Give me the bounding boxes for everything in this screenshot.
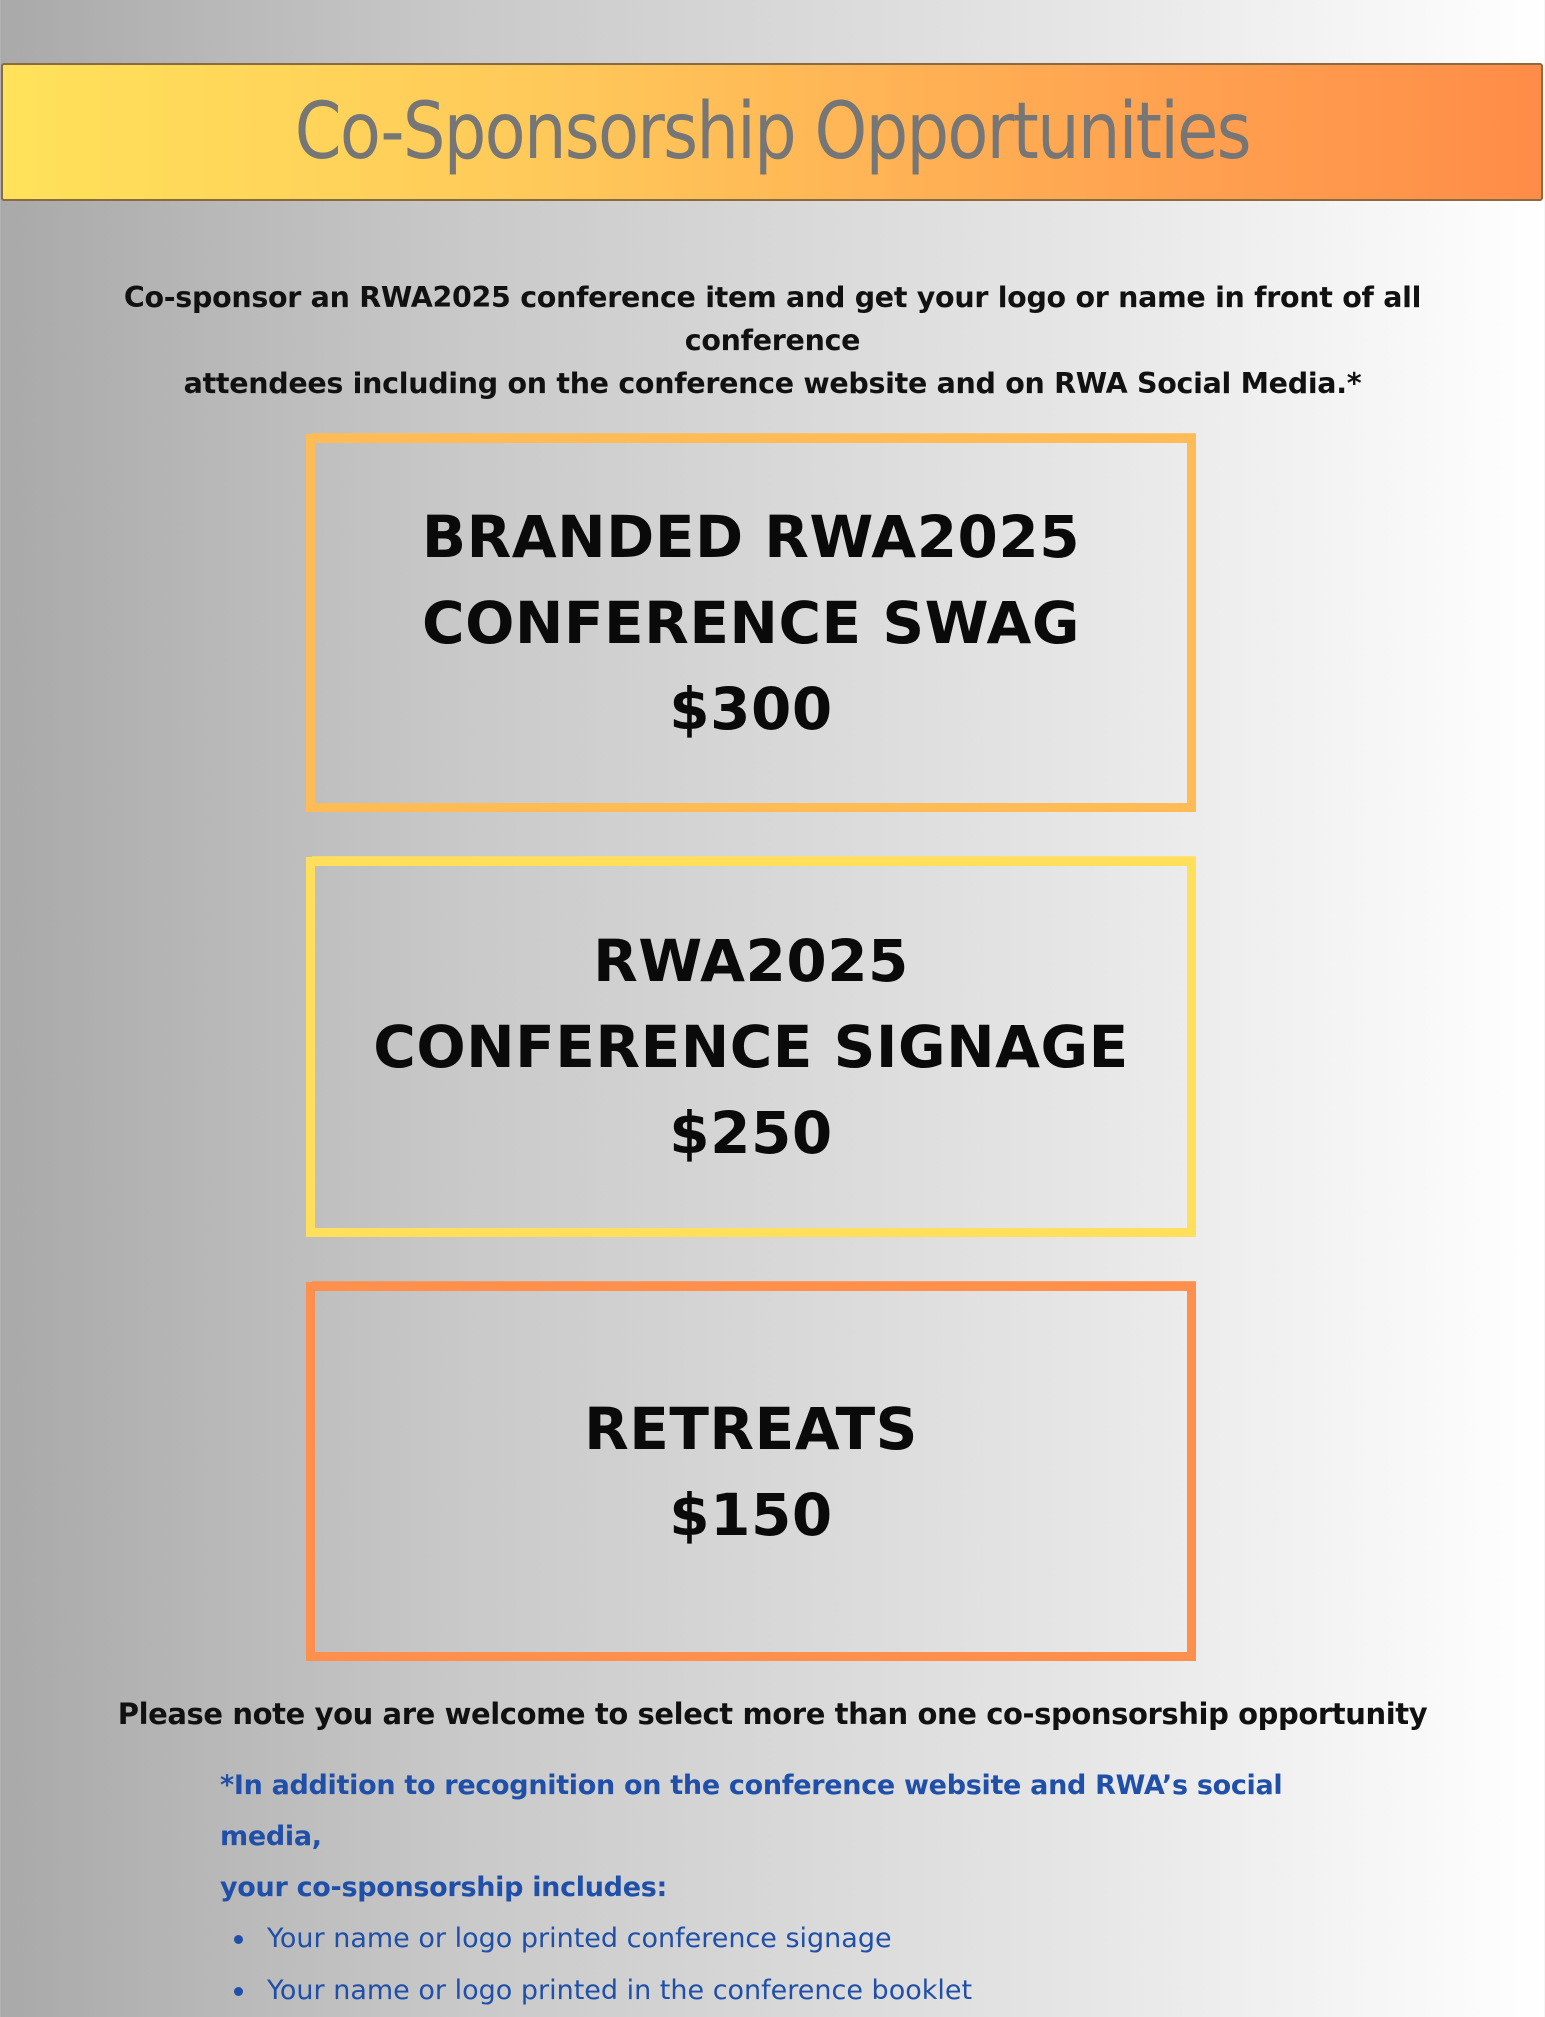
inclusions-heading-line-1: *In addition to recognition on the confe… xyxy=(220,1770,1283,1852)
inclusions-heading-line-2: your co-sponsorship includes: xyxy=(220,1872,667,1903)
list-item: Your name or logo printed conference sig… xyxy=(220,1913,1370,1965)
sponsorship-card-retreats: RETREATS $150 xyxy=(306,1281,1196,1661)
card-title-line-2: CONFERENCE SIGNAGE xyxy=(373,1013,1129,1081)
inclusions-section: *In addition to recognition on the confe… xyxy=(220,1760,1370,2017)
card-price: $300 xyxy=(669,675,833,743)
card-title-line-1: RETREATS xyxy=(584,1394,918,1463)
sponsorship-card-signage: RWA2025 CONFERENCE SIGNAGE $250 xyxy=(306,856,1196,1237)
intro-text: Co-sponsor an RWA2025 conference item an… xyxy=(40,276,1505,405)
card-price: $250 xyxy=(669,1099,833,1167)
card-title-line-1: BRANDED RWA2025 xyxy=(421,503,1081,571)
intro-line-2: attendees including on the conference we… xyxy=(183,367,1362,400)
card-price: $150 xyxy=(669,1480,833,1549)
selection-note: Please note you are welcome to select mo… xyxy=(117,1697,1428,1731)
sponsorship-card-swag: BRANDED RWA2025 CONFERENCE SWAG $300 xyxy=(306,433,1196,812)
page-title: Co-Sponsorship Opportunities xyxy=(294,87,1251,177)
list-item: Your name or logo printed in the confere… xyxy=(220,1965,1370,2017)
inclusions-list: Your name or logo printed conference sig… xyxy=(220,1913,1370,2017)
card-title-line-1: RWA2025 xyxy=(593,927,909,995)
title-banner: Co-Sponsorship Opportunities xyxy=(1,63,1543,201)
card-title-line-2: CONFERENCE SWAG xyxy=(422,589,1080,657)
intro-line-1: Co-sponsor an RWA2025 conference item an… xyxy=(123,281,1422,357)
